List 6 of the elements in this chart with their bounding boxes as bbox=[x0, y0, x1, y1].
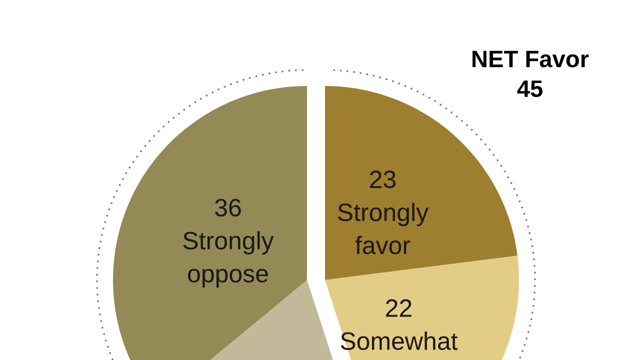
data-label: 23 bbox=[370, 170, 396, 188]
data-label: 36 bbox=[215, 198, 241, 217]
slice-label: Strongly favor bbox=[338, 202, 429, 254]
slice-label: Strongly oppose bbox=[183, 231, 274, 288]
data-label: 22 bbox=[386, 299, 412, 317]
text: NET Favor 45 bbox=[472, 50, 589, 98]
